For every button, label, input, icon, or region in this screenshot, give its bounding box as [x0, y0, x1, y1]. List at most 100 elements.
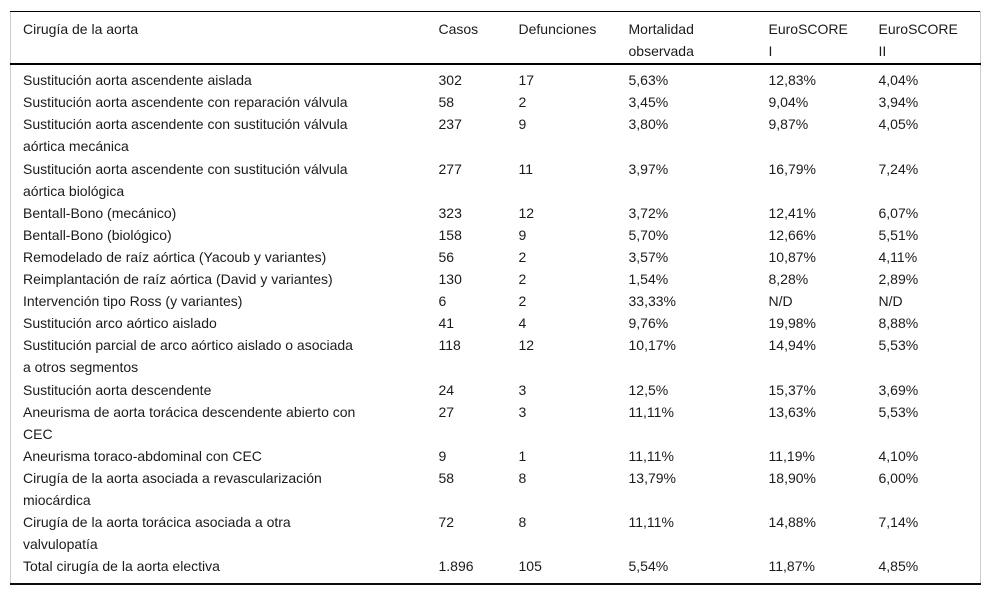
table-row: Sustitución aorta ascendente con reparac… [11, 91, 981, 113]
cell-procedure: Aneurisma de aorta torácica descendente … [23, 403, 356, 442]
col-header-surgery-type: Cirugía de la aorta [10, 11, 431, 66]
cell-mortality: 5,54% [628, 558, 669, 575]
cell-cases: 130 [438, 271, 462, 288]
cell-cases: 237 [438, 116, 462, 133]
cell-cases: 56 [438, 248, 455, 265]
cell-deaths: 9 [518, 226, 527, 243]
col-header-deaths: Defunciones [510, 11, 621, 66]
cell-cases: 302 [438, 72, 462, 89]
cell-deaths: 2 [518, 94, 527, 111]
cell-procedure: Sustitución aorta ascendente con sustitu… [23, 160, 348, 199]
cell-deaths: 1 [518, 447, 527, 464]
cell-cases: 6 [438, 293, 447, 310]
table-row: Reimplantación de raíz aórtica (David y … [11, 268, 981, 290]
cell-procedure: Cirugía de la aorta asociada a revascula… [23, 469, 322, 508]
cell-cases: 323 [438, 204, 462, 221]
cell-deaths: 4 [518, 315, 527, 332]
cell-euroscore-1: 14,88% [768, 514, 816, 531]
cell-procedure: Reimplantación de raíz aórtica (David y … [23, 271, 333, 288]
cell-mortality: 11,11% [628, 514, 674, 531]
cell-deaths: 8 [518, 469, 527, 486]
table-row: Sustitución parcial de arco aórtico aisl… [11, 334, 981, 378]
cell-euroscore-1: 18,90% [768, 469, 816, 486]
table-row-total: Total cirugía de la aorta electiva 1.896… [11, 555, 981, 584]
cell-euroscore-2: 7,14% [878, 514, 919, 531]
cell-mortality: 3,57% [628, 248, 669, 265]
table-row: Bentall-Bono (biológico) 158 9 5,70% 12,… [11, 224, 981, 246]
cell-mortality: 12,5% [628, 381, 669, 398]
cell-deaths: 2 [518, 271, 527, 288]
cell-procedure: Intervención tipo Ross (y variantes) [23, 293, 243, 310]
table-row: Cirugía de la aorta torácica asociada a … [11, 511, 981, 555]
cell-mortality: 1,54% [628, 271, 669, 288]
cell-procedure: Cirugía de la aorta torácica asociada a … [23, 514, 291, 553]
cell-mortality: 11,11% [628, 447, 674, 464]
table-body: Sustitución aorta ascendente aislada 302… [11, 64, 981, 584]
cell-cases: 1.896 [438, 558, 474, 575]
cell-procedure: Total cirugía de la aorta electiva [23, 558, 220, 575]
col-header-cases: Casos [430, 11, 511, 66]
cell-euroscore-1: 12,66% [768, 226, 816, 243]
cell-cases: 277 [438, 160, 462, 177]
cell-deaths: 9 [518, 116, 527, 133]
cell-procedure: Sustitución aorta ascendente con reparac… [23, 94, 348, 111]
cell-mortality: 3,80% [628, 116, 669, 133]
cell-cases: 9 [438, 447, 447, 464]
cell-cases: 158 [438, 226, 462, 243]
cell-deaths: 12 [518, 337, 535, 354]
cell-euroscore-1: 16,79% [768, 160, 816, 177]
cell-euroscore-1: 14,94% [768, 337, 816, 354]
header-row: Cirugía de la aorta Casos Defunciones Mo… [10, 11, 981, 66]
table-row: Intervención tipo Ross (y variantes) 6 2… [11, 290, 981, 312]
cell-procedure: Sustitución aorta ascendente aislada [23, 72, 252, 89]
cell-euroscore-2: 4,05% [878, 116, 919, 133]
cell-mortality: 3,45% [628, 94, 669, 111]
cell-euroscore-1: 12,41% [768, 204, 816, 221]
col-header-euroscore-2: EuroSCORE II [870, 11, 981, 66]
table-row: Cirugía de la aorta asociada a revascula… [11, 467, 981, 511]
cell-procedure: Remodelado de raíz aórtica (Yacoub y var… [23, 248, 327, 265]
cell-euroscore-2: 6,07% [878, 204, 919, 221]
cell-euroscore-1: N/D [768, 293, 793, 310]
cell-procedure: Bentall-Bono (biológico) [23, 226, 172, 243]
cell-mortality: 3,97% [628, 160, 669, 177]
cell-deaths: 2 [518, 293, 527, 310]
cell-euroscore-2: N/D [878, 293, 903, 310]
cell-procedure: Sustitución arco aórtico aislado [23, 315, 217, 332]
cell-cases: 58 [438, 469, 455, 486]
cell-euroscore-2: 4,11% [878, 248, 918, 265]
cell-procedure: Sustitución aorta ascendente con sustitu… [23, 116, 348, 155]
cell-cases: 24 [438, 381, 455, 398]
cell-euroscore-2: 4,10% [878, 447, 919, 464]
cell-deaths: 3 [518, 403, 527, 420]
cell-euroscore-1: 8,28% [768, 271, 809, 288]
cell-euroscore-2: 3,69% [878, 381, 919, 398]
cell-euroscore-2: 3,94% [878, 94, 919, 111]
cell-procedure: Aneurisma toraco-abdominal con CEC [23, 447, 262, 464]
cell-mortality: 5,70% [628, 226, 669, 243]
cell-euroscore-2: 4,04% [878, 72, 919, 89]
cell-euroscore-1: 19,98% [768, 315, 816, 332]
cell-euroscore-2: 5,53% [878, 337, 919, 354]
cell-deaths: 12 [518, 204, 535, 221]
table-row: Aneurisma de aorta torácica descendente … [11, 401, 981, 445]
cell-euroscore-2: 4,85% [878, 558, 919, 575]
cell-deaths: 105 [518, 558, 542, 575]
cell-cases: 27 [438, 403, 455, 420]
table-row: Sustitución aorta ascendente con sustitu… [11, 113, 981, 157]
cell-euroscore-2: 6,00% [878, 469, 919, 486]
table-row: Aneurisma toraco-abdominal con CEC 9 1 1… [11, 445, 981, 467]
cell-cases: 72 [438, 514, 455, 531]
cell-euroscore-1: 11,87% [768, 558, 815, 575]
table-row: Sustitución aorta descendente 24 3 12,5%… [11, 379, 981, 401]
cell-euroscore-1: 12,83% [768, 72, 816, 89]
cell-cases: 58 [438, 94, 455, 111]
cell-mortality: 3,72% [628, 204, 669, 221]
cell-procedure: Sustitución parcial de arco aórtico aisl… [23, 337, 353, 376]
cell-mortality: 13,79% [628, 469, 676, 486]
cell-euroscore-1: 9,87% [768, 116, 809, 133]
table-row: Sustitución aorta ascendente con sustitu… [11, 158, 981, 202]
cell-deaths: 8 [518, 514, 527, 531]
table-row: Sustitución aorta ascendente aislada 302… [11, 64, 981, 91]
cell-mortality: 9,76% [628, 315, 669, 332]
